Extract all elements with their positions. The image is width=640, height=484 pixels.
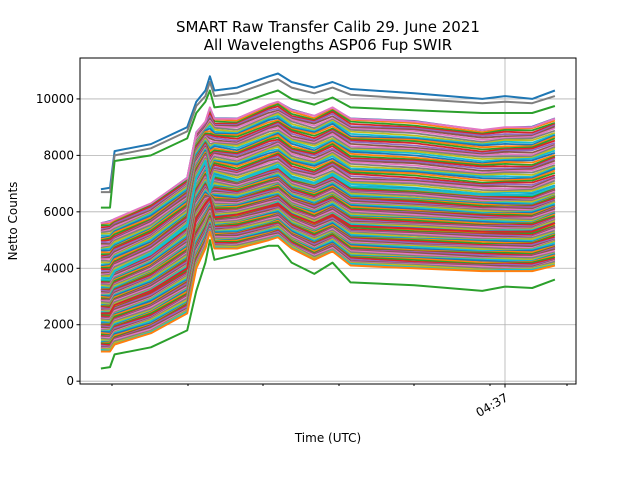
series-line-fill <box>100 153 556 271</box>
y-tick-label: 2000 <box>43 318 74 332</box>
series-line-fill <box>100 109 556 232</box>
series-line-fill <box>100 222 556 344</box>
series-line-fill <box>100 149 556 268</box>
series-line-fill <box>100 113 556 235</box>
series-line-fill <box>100 211 556 332</box>
series-line-fill <box>100 117 556 239</box>
y-tick-label: 6000 <box>43 205 74 219</box>
series-line-3 <box>100 100 556 225</box>
series-line-fill <box>100 146 556 264</box>
series-line-fill <box>100 154 556 274</box>
series-line-fill <box>100 200 556 319</box>
series-line-fill <box>100 105 556 229</box>
series-line-fill <box>100 107 556 231</box>
series-line-fill <box>100 227 556 350</box>
series-line-fill <box>100 124 556 245</box>
series-line-fill <box>100 144 556 262</box>
x-axis-ticks: 04:37 <box>111 384 568 420</box>
series-line-fill <box>100 136 556 256</box>
series-line-fill <box>100 138 556 258</box>
series-line-fill <box>100 148 556 266</box>
series-line-fill <box>100 103 556 227</box>
series-line-4 <box>100 160 556 281</box>
series-line-fill <box>100 126 556 247</box>
x-axis-label: Time (UTC) <box>294 431 361 445</box>
y-tick-label: 8000 <box>43 148 74 162</box>
series-line-7 <box>100 239 556 370</box>
chart-title: SMART Raw Transfer Calib 29. June 2021 <box>176 18 480 36</box>
series-line-fill <box>100 119 556 241</box>
y-axis-label: Netto Counts <box>6 182 20 261</box>
series-line-0 <box>100 72 556 191</box>
series-line-fill <box>100 129 556 249</box>
series-line-fill <box>100 196 556 312</box>
series-line-fill <box>100 183 556 301</box>
y-tick-label: 4000 <box>43 261 74 275</box>
y-tick-label: 10000 <box>36 92 74 106</box>
series-lines <box>100 72 556 370</box>
chart-subtitle: All Wavelengths ASP06 Fup SWIR <box>204 36 452 54</box>
series-line-fill <box>100 134 556 254</box>
x-tick-label: 04:37 <box>474 390 511 419</box>
series-line-fill <box>100 154 556 273</box>
series-line-fill <box>100 159 556 279</box>
plot-frame <box>79 57 577 385</box>
series-line-6 <box>100 230 556 353</box>
series-line-fill <box>100 115 556 237</box>
series-line-2 <box>100 89 556 209</box>
series-line-fill <box>100 216 556 337</box>
series-line-fill <box>100 177 556 296</box>
series-line-fill <box>100 155 556 276</box>
series-line-5 <box>100 196 556 315</box>
y-axis-ticks: 0 2000 4000 6000 8000 10000 <box>36 92 80 388</box>
series-line-1 <box>100 78 556 194</box>
y-tick-label: 0 <box>66 374 74 388</box>
series-line-fill <box>100 206 556 326</box>
